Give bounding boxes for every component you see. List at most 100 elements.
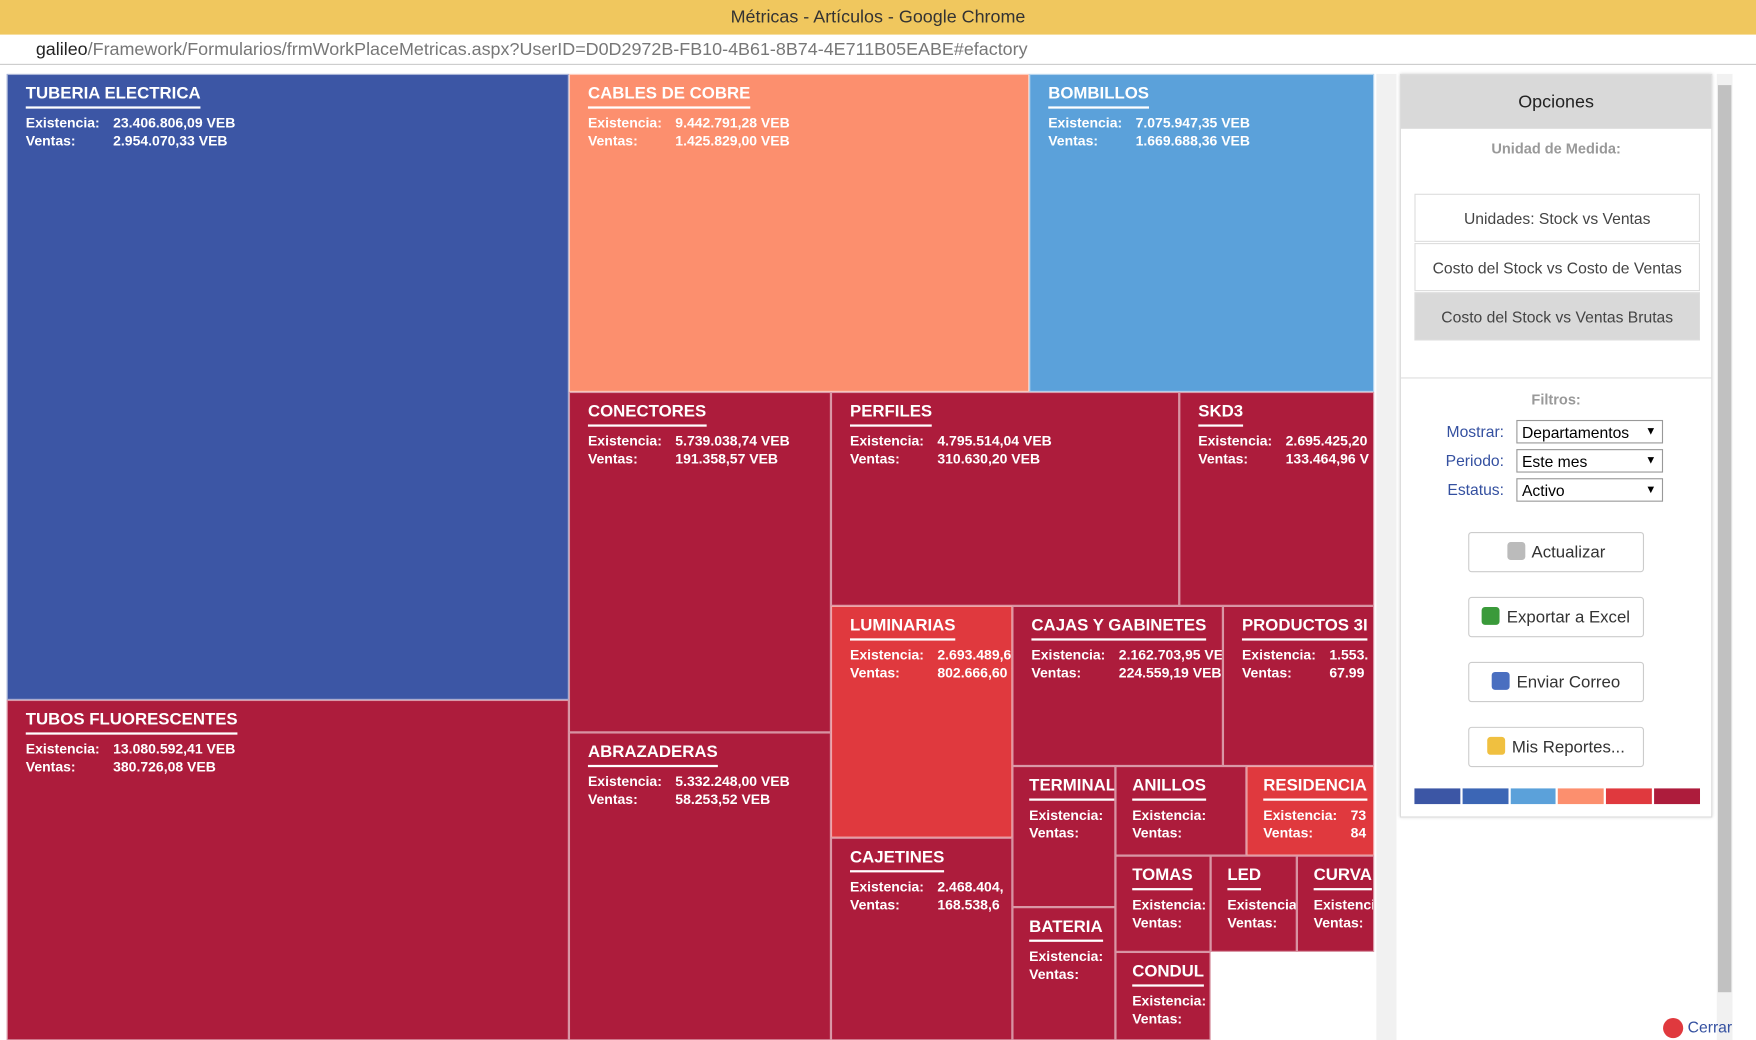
tile[interactable]: CONECTORES Existencia: 5.739.038,74 VEB Ven… (568, 391, 831, 733)
ventas-row: Ventas: 1.669.688,36 VEB (1048, 133, 1250, 149)
dropdown-arrow: ▼ (1645, 425, 1657, 438)
tile[interactable]: CONDUL Existencia: Ventas: (1115, 951, 1211, 1040)
existencia-row: Existencia: 1.553. (1242, 647, 1368, 663)
filter-label: Mostrar: (1446, 422, 1505, 441)
existencia-label: Existencia: (1031, 647, 1106, 663)
tile[interactable]: LUMINARIAS Existencia: 2.693.489,60 VEB Ven… (830, 605, 1013, 838)
tile-name: BOMBILLOS (1048, 84, 1150, 109)
ventas-label: Ventas: (1263, 825, 1314, 842)
existencia-label: Existencia: (1227, 897, 1297, 913)
ventas-label: Ventas: (850, 897, 900, 913)
filter-label: Periodo: (1445, 451, 1505, 470)
palette (1414, 788, 1700, 805)
button-icon (1487, 736, 1506, 755)
ventas-row: Ventas: 191.358,57 VEB (588, 451, 778, 467)
filter-select[interactable]: Este mes ▼ (1516, 449, 1664, 473)
unit-option[interactable]: Costo del Stock vs Ventas Brutas (1414, 292, 1701, 341)
existencia-row: Existencia: (1029, 807, 1114, 823)
tile-name: SKD3 (1198, 402, 1244, 427)
existencia-label: Existencia: (850, 647, 924, 663)
panel-header: Opciones (1400, 75, 1712, 129)
ventas-value: 84 (1350, 825, 1367, 842)
action-button[interactable]: Actualizar (1468, 531, 1645, 573)
existencia-row: Existencia: 5.332.248,00 VEB (588, 774, 790, 790)
ventas-row: Ventas: (1132, 914, 1209, 931)
tile[interactable]: RESIDENCIA Existencia: 73 Ventas: 84 (1246, 766, 1375, 856)
tile[interactable]: ANILLOS Existencia: Ventas: (1115, 766, 1247, 856)
ventas-label: Ventas: (850, 451, 900, 467)
tile[interactable]: TERMINALES Existencia: Ventas: (1012, 766, 1116, 908)
palette-swatch (1606, 788, 1653, 805)
ventas-label: Ventas: (1029, 825, 1079, 842)
tile[interactable]: BATERIA Existencia: Ventas: (1012, 907, 1116, 1040)
window-title: Métricas - Artículos - Google Chrome (730, 7, 1026, 27)
tile-name: CONECTORES (587, 402, 707, 427)
action-button[interactable]: Mis Reportes... (1468, 726, 1645, 768)
ventas-label: Ventas: (1048, 133, 1099, 149)
existencia-row: Existencia: (1227, 897, 1297, 913)
existencia-value: 73 (1350, 807, 1367, 824)
ventas-value: 1.669.688,36 VEB (1135, 133, 1250, 149)
existencia-label: Existencia: (587, 773, 662, 790)
tile[interactable]: TOMAS Existencia: Ventas: (1115, 855, 1211, 952)
tile[interactable]: PRODUCTOS 3I Existencia: 1.553. Ventas: 67.9… (1222, 605, 1375, 767)
existencia-label: Existencia: (25, 741, 100, 758)
tile[interactable]: BOMBILLOS Existencia: 7.075.947,35 VEB Vent… (1029, 73, 1375, 392)
tile-name: CAJAS Y GABINETES (1031, 616, 1207, 641)
tile-name: ABRAZADERAS (587, 742, 718, 768)
ventas-value: 168.538,6 (937, 897, 1000, 913)
panel-scrollbar (1716, 73, 1733, 1040)
existencia-row: Existencia: (1132, 993, 1209, 1009)
ventas-row: Ventas: (1227, 915, 1295, 931)
tile[interactable]: CAJETINES Existencia: 2.468.404, Ventas: 168… (830, 837, 1013, 1040)
tile[interactable]: ABRAZADERAS Existencia: 5.332.248,00 VEB Ve… (568, 732, 831, 1040)
existencia-value: 2.162.703,95 VEB (1118, 647, 1223, 663)
tile-name: CURVA (1313, 866, 1372, 891)
ventas-row: Ventas: 802.666,60 VEB (850, 665, 1011, 681)
action-button[interactable]: Enviar Correo (1468, 661, 1645, 703)
existencia-label: Existencia: (1241, 647, 1316, 663)
ventas-label: Ventas: (1313, 914, 1364, 931)
tile[interactable]: PERFILES Existencia: 4.795.514,04 VEB Venta… (830, 391, 1180, 606)
tile[interactable]: TUBERIA ELECTRICA Existencia: 23.406.806,0… (6, 73, 569, 700)
dropdown-arrow: ▼ (1645, 454, 1657, 467)
ventas-row: Ventas: (1029, 825, 1114, 842)
tile-name: PRODUCTOS 3I (1241, 616, 1368, 641)
tile-name: LUMINARIAS (850, 616, 956, 641)
ventas-label: Ventas: (1198, 451, 1249, 467)
existencia-label: Existencia: (1029, 948, 1104, 965)
tile[interactable]: CURVA Existencia:Ventas: (1296, 855, 1375, 952)
tile-name: CABLES DE COBRE (587, 84, 751, 109)
ventas-value: 310.630,20 VEB (937, 451, 1041, 467)
filter-select[interactable]: Departamentos ▼ (1516, 419, 1664, 444)
close-button[interactable]: Cerrar (1663, 1017, 1733, 1039)
close-label: Cerrar (1687, 1017, 1733, 1036)
button-icon (1482, 606, 1501, 625)
filter-select[interactable]: Activo ▼ (1516, 478, 1664, 502)
unit-option[interactable]: Costo del Stock vs Costo de Ventas (1414, 243, 1701, 292)
ventas-label: Ventas: (1132, 1011, 1183, 1027)
existencia-value: 2.693.489,60 VEB (937, 647, 1013, 663)
tile-name: CONDUL (1132, 962, 1205, 987)
existencia-label: Existencia: (850, 433, 924, 450)
ventas-value: 133.464,96 V (1285, 451, 1369, 467)
palette-swatch (1414, 788, 1461, 805)
action-button[interactable]: Exportar a Excel (1468, 596, 1645, 638)
ventas-row: Ventas: (1132, 1011, 1209, 1027)
tile[interactable]: CAJAS Y GABINETES Existencia: 2.162.703,95… (1012, 605, 1223, 767)
address-bar[interactable]: galileo/Framework/Formularios/frmWorkPla… (0, 34, 1756, 65)
ventas-row: Ventas: (1029, 966, 1114, 982)
unit-option[interactable]: Unidades: Stock vs Ventas (1414, 193, 1701, 242)
tile-name: TERMINALES (1029, 776, 1115, 801)
tile[interactable]: SKD3 Existencia: 2.695.425,20 Ventas: 133.46… (1179, 391, 1375, 606)
ventas-label: Ventas: (1241, 665, 1292, 681)
tile[interactable]: CABLES DE COBRE Existencia: 9.442.791,28 V… (568, 73, 1030, 392)
tile-name: CAJETINES (850, 848, 945, 873)
existencia-row: Existencia: (1029, 948, 1114, 965)
existencia-row: Existencia: 7.075.947,35 VEB (1048, 115, 1250, 131)
tile[interactable]: TUBOS FLUORESCENTES Existencia: 13.080.592… (6, 699, 569, 1040)
existencia-label: Existencia: (850, 879, 924, 895)
ventas-label: Ventas: (1132, 914, 1183, 931)
tile[interactable]: LED Existencia: Ventas: (1210, 855, 1297, 952)
existencia-row: Existencia: 4.795.514,04 VEB (850, 433, 1052, 449)
